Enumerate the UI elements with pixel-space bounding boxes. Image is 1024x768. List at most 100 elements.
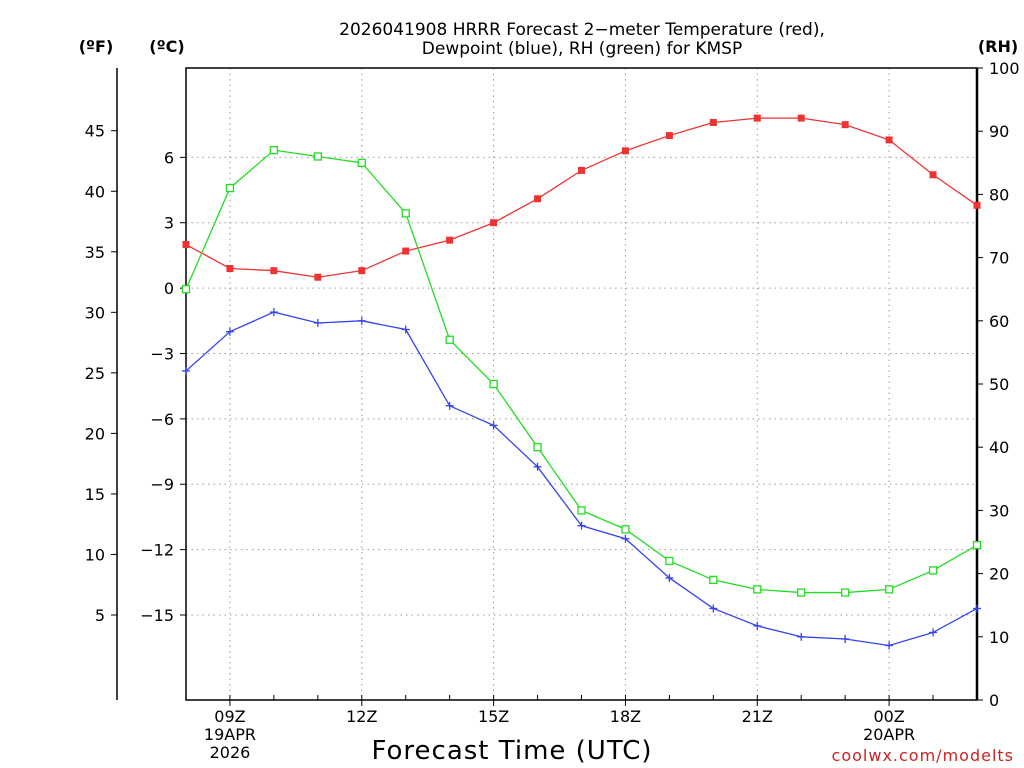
plot-frame — [185, 67, 978, 701]
rh-tick-label: 30 — [989, 501, 1009, 520]
temperature-line — [185, 117, 978, 278]
dewpoint-point — [929, 628, 938, 637]
x-tick-label: 15Z — [478, 707, 509, 726]
celsius-tick-label: 6 — [164, 148, 174, 167]
rh-point — [709, 575, 718, 585]
rh-point — [181, 285, 191, 294]
celsius-axis-label: (ºC) — [149, 37, 184, 56]
tick-labels: 630−3−6−9−12−154540353025201510510090807… — [85, 59, 1020, 762]
rh-point — [269, 146, 279, 155]
temperature-point — [270, 267, 278, 275]
fahrenheit-axis-label: (ºF) — [79, 37, 114, 56]
dewpoint-point — [973, 604, 981, 613]
temperature-point — [446, 236, 454, 244]
rh-tick-label: 10 — [989, 628, 1009, 647]
temperature-point — [753, 114, 761, 122]
celsius-tick-label: −15 — [140, 606, 174, 625]
dewpoint-point — [269, 308, 278, 317]
dewpoint-point — [621, 534, 630, 543]
fahrenheit-tick-label: 15 — [85, 485, 105, 504]
rh-point — [665, 556, 674, 566]
rh-tick-label: 50 — [989, 375, 1009, 394]
celsius-tick-label: 0 — [164, 279, 174, 298]
temperature-point — [841, 121, 849, 129]
dewpoint-point — [313, 318, 322, 327]
fahrenheit-tick-label: 10 — [85, 545, 105, 564]
celsius-tick-label: −6 — [150, 410, 174, 429]
rh-tick-label: 80 — [989, 185, 1009, 204]
rh-tick-label: 100 — [989, 59, 1020, 78]
temperature-point — [534, 195, 542, 203]
temperature-point — [182, 241, 190, 249]
rh-tick-label: 70 — [989, 249, 1009, 268]
dewpoint-point — [709, 604, 718, 613]
dewpoint-point — [401, 325, 410, 334]
x-tick-label: 00Z — [873, 707, 904, 726]
axes — [111, 67, 983, 706]
temperature-point — [709, 118, 717, 126]
dewpoint-point — [753, 621, 762, 630]
rh-point — [577, 506, 586, 515]
rh-point — [884, 585, 894, 594]
fahrenheit-tick-label: 20 — [85, 424, 105, 443]
dewpoint-point — [885, 641, 894, 650]
dewpoint-point — [665, 573, 674, 582]
grid-lines — [186, 68, 977, 700]
dewpoint-point — [225, 327, 234, 336]
rh-point — [753, 585, 762, 594]
rh-point — [313, 152, 322, 161]
temperature-point — [797, 114, 805, 122]
dewpoint-point — [797, 632, 806, 641]
temperature-point — [402, 247, 410, 255]
temperature-point — [358, 267, 366, 275]
dewpoint-point — [182, 366, 190, 375]
fahrenheit-tick-label: 30 — [85, 303, 105, 322]
rh-tick-label: 20 — [989, 565, 1009, 584]
rh-point — [489, 379, 498, 389]
dewpoint-point — [489, 421, 498, 430]
rh-point — [445, 335, 454, 344]
rh-tick-label: 0 — [989, 691, 999, 710]
temperature-point — [490, 219, 498, 227]
credit-text: coolwx.com/modelts — [832, 746, 1014, 765]
x-tick-label: 12Z — [346, 707, 377, 726]
celsius-tick-label: −12 — [140, 541, 174, 560]
fahrenheit-tick-label: 25 — [85, 364, 105, 383]
fahrenheit-tick-label: 45 — [85, 122, 105, 141]
dewpoint-point — [357, 316, 366, 325]
rh-axis-label: (RH) — [978, 37, 1018, 56]
rh-point — [225, 183, 235, 193]
celsius-tick-label: −3 — [150, 344, 174, 363]
dewpoint-point — [841, 634, 850, 643]
rh-point — [841, 588, 850, 597]
x-tick-label: 2026 — [210, 743, 251, 762]
temperature-point — [314, 273, 322, 281]
dewpoint-point — [533, 462, 542, 471]
temperature-point — [973, 201, 981, 209]
rh-tick-label: 60 — [989, 312, 1009, 331]
temperature-point — [621, 147, 629, 155]
fahrenheit-tick-label: 35 — [85, 243, 105, 262]
temperature-point — [578, 166, 585, 174]
temperature-point — [929, 171, 937, 179]
rh-tick-label: 90 — [989, 122, 1009, 141]
data-series — [181, 114, 982, 650]
chart-title-line-1: 2026041908 HRRR Forecast 2−meter Tempera… — [339, 20, 825, 40]
x-tick-label: 19APR — [204, 725, 256, 744]
dewpoint-line — [185, 311, 978, 647]
x-tick-label: 21Z — [742, 707, 773, 726]
fahrenheit-tick-label: 5 — [95, 606, 105, 625]
rh-point — [972, 541, 982, 550]
rh-point — [357, 158, 366, 167]
dewpoint-point — [445, 401, 454, 410]
x-tick-label: 18Z — [610, 707, 641, 726]
temperature-point — [665, 132, 673, 140]
rh-point — [401, 209, 410, 218]
fahrenheit-tick-label: 40 — [85, 182, 105, 201]
x-tick-label: 09Z — [214, 707, 245, 726]
celsius-tick-label: −9 — [150, 475, 174, 494]
rh-point — [533, 443, 542, 452]
rh-point — [621, 525, 630, 534]
temperature-point — [226, 264, 234, 272]
